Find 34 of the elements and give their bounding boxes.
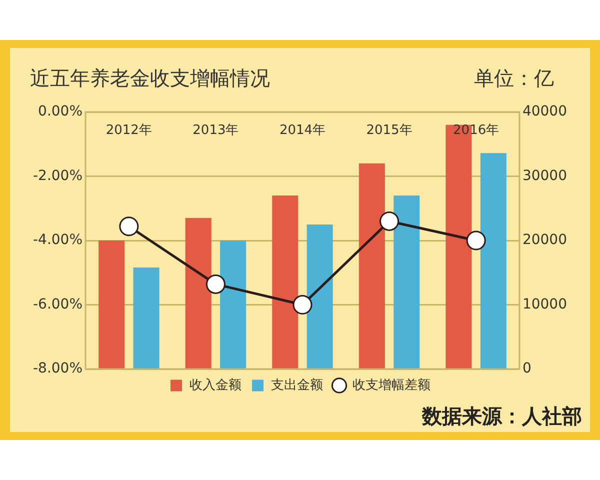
point <box>206 274 226 294</box>
y2-tick-label: 10000 <box>522 296 568 312</box>
y-tick-label: -4.00% <box>32 232 83 248</box>
x-tick-label: 2013年 <box>192 122 239 138</box>
x-tick-label: 2014年 <box>279 122 326 138</box>
legend-label: 支出金额 <box>270 378 323 393</box>
y-tick-label: -6.00% <box>32 296 83 312</box>
legend-label: 收入金额 <box>189 378 242 393</box>
y-tick-label: -8.00% <box>32 360 83 377</box>
bar <box>272 196 298 369</box>
bar <box>220 240 246 369</box>
bar <box>394 196 420 369</box>
x-tick-label: 2015年 <box>366 122 412 138</box>
bar <box>306 224 333 369</box>
point <box>119 216 139 236</box>
bar <box>185 218 212 369</box>
source-note: 数据来源：人社部 <box>421 404 582 428</box>
bar <box>480 153 506 369</box>
bar <box>358 163 385 369</box>
y2-tick-label: 0 <box>522 360 532 377</box>
point <box>466 230 486 250</box>
y2-tick-label: 30000 <box>522 168 568 184</box>
x-tick-label: 2012年 <box>106 122 152 138</box>
y-tick-label: -2.00% <box>32 168 83 184</box>
y2-tick-label: 40000 <box>522 104 568 120</box>
legend-label: 收支增幅差额 <box>352 378 430 393</box>
y2-axis-title: 单位：亿 <box>474 66 554 90</box>
point <box>292 295 312 314</box>
y2-tick-label: 20000 <box>522 232 568 248</box>
point <box>380 211 400 231</box>
y-tick-label: 0.00% <box>38 104 83 120</box>
bar <box>98 240 125 369</box>
chart-title: 近五年养老金收支增幅情况 <box>30 66 270 90</box>
bar <box>133 267 160 369</box>
